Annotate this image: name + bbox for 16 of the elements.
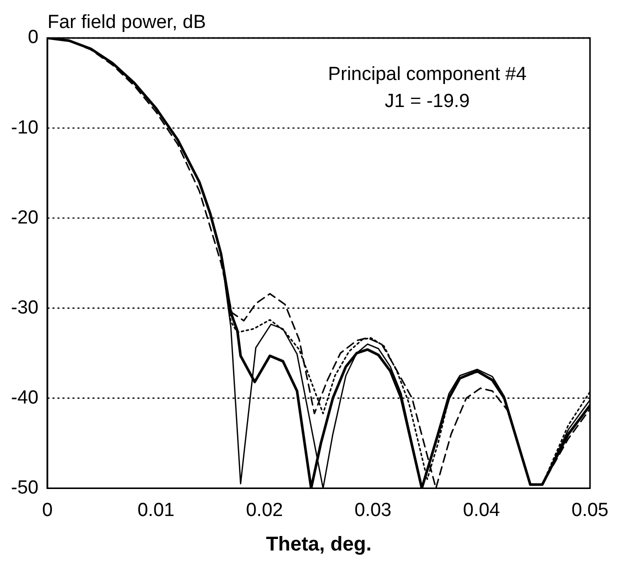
x-tick-label: 0 [42,500,53,521]
y-tick-label: -20 [10,207,38,228]
y-axis-title: Far field power, dB [47,12,206,33]
x-tick-label: 0.01 [137,500,174,521]
annotation: J1 = -19.9 [384,91,470,112]
x-tick-label: 0.05 [572,500,608,521]
x-tick-label: 0.02 [246,500,283,521]
annotation: Principal component #4 [328,64,527,85]
y-tick-label: -30 [10,297,38,318]
x-tick-label: 0.03 [354,500,392,521]
y-tick-label: -50 [10,477,38,498]
x-tick-label: 0.04 [463,500,500,521]
x-axis-title: Theta, deg. [266,534,372,556]
y-tick-label: 0 [28,27,38,48]
y-tick-label: -40 [10,387,38,408]
y-tick-label: -10 [10,117,38,138]
